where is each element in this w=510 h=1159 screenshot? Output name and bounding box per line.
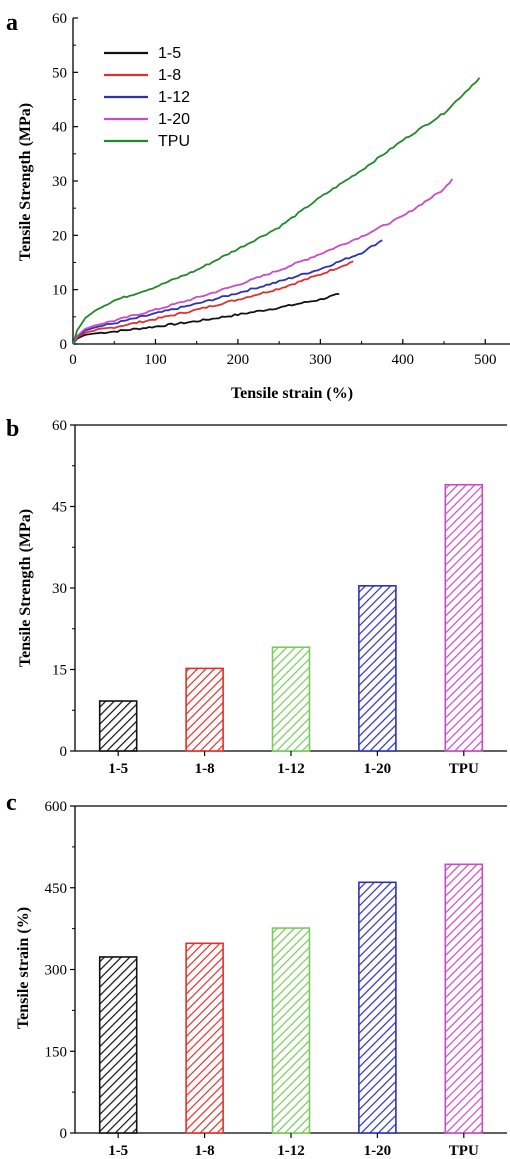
panel-c-bar-1-8 <box>185 942 224 1134</box>
panel-a-x-tick-label: 500 <box>474 352 497 368</box>
panel-b-y-tick-label: 0 <box>60 744 68 760</box>
panel-a-legend-label-1-8: 1-8 <box>158 67 181 84</box>
panel-b-x-tick-label: 1-5 <box>108 761 128 777</box>
panel-b-y-axis-title: Tensile Strength (MPa) <box>17 509 34 667</box>
panel-a-x-tick-label: 400 <box>392 352 415 368</box>
panel-b-bar-TPU <box>444 483 484 752</box>
panel-b-y-tick-label: 15 <box>52 663 67 679</box>
panel-a-y-tick-label: 20 <box>52 228 67 244</box>
panel-a-y-tick-label: 40 <box>52 120 67 136</box>
panel-a-y-axis-title: Tensile Strength (MPa) <box>17 103 34 261</box>
panel-c-y-tick-label: 0 <box>60 1126 68 1142</box>
panel-b-bar-chart: b Tensile Strength (MPa) 0 15 30 45 60 1-5 1-8… <box>6 416 507 777</box>
panel-a-x-tick-label: 200 <box>227 352 250 368</box>
panel-c-y-axis-title: Tensile strain (%) <box>15 907 32 1029</box>
panel-a-y-tick-label: 30 <box>52 174 67 190</box>
panel-a-legend-label-TPU: TPU <box>158 133 190 150</box>
panel-b-bar-1-8 <box>185 667 224 752</box>
panel-a-legend-label-1-12: 1-12 <box>158 89 190 106</box>
panel-c-letter: c <box>6 790 17 816</box>
panel-c-x-tick-label: 1-5 <box>108 1143 128 1159</box>
panel-a-letter: a <box>6 10 18 36</box>
panel-a-y-tick-label: 50 <box>52 65 67 81</box>
panel-a-x-tick-label: 0 <box>69 352 77 368</box>
panel-b-y-tick-label: 30 <box>52 581 67 597</box>
panel-b-letter: b <box>6 416 19 442</box>
panel-a-line-chart: a Tensile strain (%) Tensile Strength (M… <box>6 10 510 402</box>
panel-c-bar-1-12 <box>271 927 311 1134</box>
panel-c-y-tick-label: 150 <box>45 1044 68 1060</box>
panel-a-series-1-8 <box>72 260 354 345</box>
panel-b-bar-1-20 <box>358 585 397 752</box>
panel-a-y-tick-label: 60 <box>52 11 67 27</box>
panel-c-bar-1-5 <box>98 956 138 1134</box>
panel-a-x-axis-title: Tensile strain (%) <box>231 385 353 402</box>
panel-c-y-tick-label: 300 <box>45 963 68 979</box>
panel-b-y-tick-label: 60 <box>52 418 67 434</box>
panel-c-x-tick-label: 1-12 <box>277 1143 305 1159</box>
panel-c-bar-1-20 <box>358 881 397 1134</box>
panel-c-y-tick-label: 450 <box>45 881 68 897</box>
panel-b-x-tick-label: TPU <box>449 761 479 777</box>
panel-c-bar-TPU <box>444 863 484 1134</box>
panel-c-y-tick-label: 600 <box>45 799 68 815</box>
panel-a-y-tick-label: 10 <box>52 283 67 299</box>
panel-c-x-tick-label: TPU <box>449 1143 479 1159</box>
panel-a-legend-label-1-5: 1-5 <box>158 45 181 62</box>
panel-b-bar-1-12 <box>271 646 311 752</box>
panel-c-bar-chart: c Tensile strain (%) 0 150 300 450 600 1-5 1-8… <box>6 790 507 1159</box>
panel-b-x-tick-label: 1-8 <box>195 761 215 777</box>
panel-a-legend-label-1-20: 1-20 <box>158 111 190 128</box>
panel-b-x-tick-label: 1-12 <box>277 761 305 777</box>
panel-a-x-tick-label: 100 <box>144 352 167 368</box>
panel-a-x-tick-label: 300 <box>309 352 332 368</box>
panel-c-x-tick-label: 1-8 <box>195 1143 215 1159</box>
panel-c-x-tick-label: 1-20 <box>364 1143 392 1159</box>
panel-a-series-TPU <box>72 77 481 345</box>
panel-b-bar-1-5 <box>98 700 138 752</box>
panel-b-y-tick-label: 45 <box>52 500 67 516</box>
panel-a-y-tick-label: 0 <box>60 337 68 353</box>
panel-b-x-tick-label: 1-20 <box>364 761 392 777</box>
panel-a-series-1-5 <box>72 293 340 345</box>
panel-a-series-1-12 <box>72 239 383 345</box>
panel-a-series-1-20 <box>72 178 454 345</box>
